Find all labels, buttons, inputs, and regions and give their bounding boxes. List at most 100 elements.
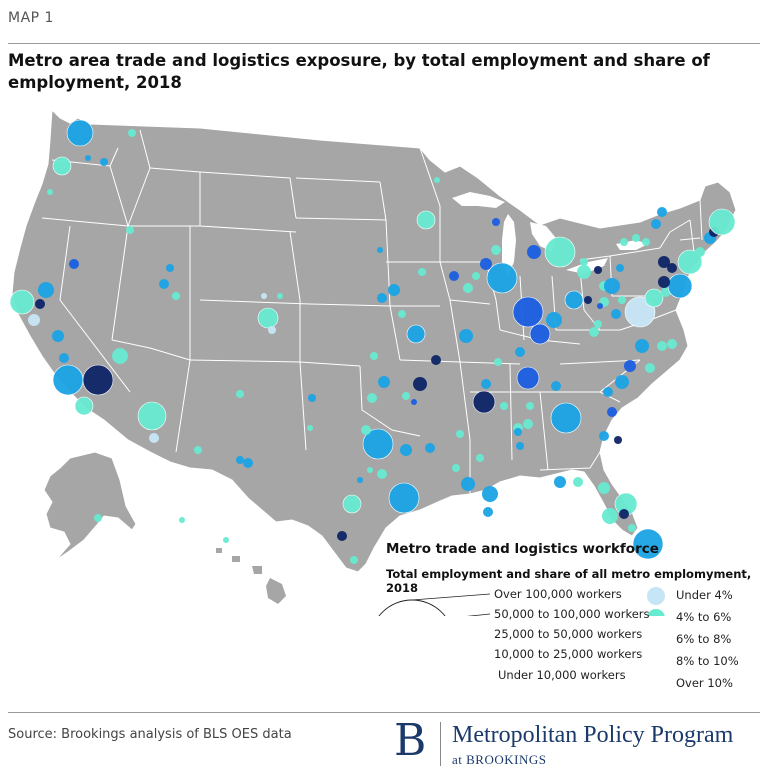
metro-bubble	[307, 425, 313, 431]
metro-bubble	[594, 320, 602, 328]
program-sub: at BROOKINGS	[452, 752, 547, 767]
metro-bubble	[452, 464, 460, 472]
metro-bubble	[82, 364, 114, 396]
metro-bubble	[47, 189, 53, 195]
metro-bubble	[616, 264, 624, 272]
metro-bubble	[514, 428, 522, 436]
metro-bubble	[624, 360, 636, 372]
metro-bubble	[515, 347, 525, 357]
metro-bubble	[236, 456, 244, 464]
metro-bubble	[677, 249, 703, 275]
metro-bubble	[194, 446, 202, 454]
metro-bubble	[461, 477, 475, 491]
metro-bubble	[367, 393, 377, 403]
metro-bubbles	[9, 119, 736, 564]
metro-bubble	[350, 556, 358, 564]
metro-bubble	[516, 442, 524, 450]
metro-bubble	[370, 352, 378, 360]
metro-bubble	[599, 431, 609, 441]
metro-bubble	[480, 258, 492, 270]
metro-bubble	[642, 238, 650, 246]
metro-bubble	[413, 377, 427, 391]
metro-bubble	[94, 514, 102, 522]
logo-divider	[440, 722, 441, 766]
legend-color-dot	[647, 609, 665, 616]
metro-bubble	[523, 419, 533, 429]
metro-bubble	[268, 326, 276, 334]
metro-bubble	[69, 259, 79, 269]
metro-bubble	[361, 425, 371, 435]
metro-bubble	[261, 293, 267, 299]
metro-bubble	[483, 507, 493, 517]
metro-bubble	[632, 528, 664, 560]
metro-bubble	[529, 323, 551, 345]
top-divider	[8, 43, 760, 44]
metro-bubble	[628, 524, 636, 532]
size-label-under-10k: Under 10,000 workers	[498, 668, 626, 682]
metro-bubble	[159, 279, 169, 289]
lake-michigan	[502, 214, 516, 276]
metro-bubble	[584, 296, 592, 304]
metro-bubble	[257, 307, 279, 329]
metro-bubble	[603, 387, 613, 397]
metro-bubble	[620, 238, 628, 246]
metro-bubble	[695, 247, 705, 257]
metro-bubble	[357, 477, 363, 483]
metro-bubble	[398, 310, 406, 318]
metro-bubble	[166, 264, 174, 272]
lake-superior	[452, 192, 505, 208]
metro-bubble	[35, 299, 45, 309]
metro-bubble	[611, 309, 621, 319]
legend-leader-line	[411, 593, 491, 601]
metro-bubble	[378, 376, 390, 388]
metro-bubble	[456, 430, 464, 438]
metro-bubble	[635, 339, 649, 353]
metro-bubble	[308, 394, 316, 402]
metro-bubble	[594, 266, 602, 274]
metro-bubble	[342, 494, 362, 514]
metro-bubble	[28, 314, 40, 326]
metro-bubble	[149, 433, 159, 443]
source-note: Source: Brookings analysis of BLS OES da…	[8, 727, 292, 742]
map-title: Metro area trade and logistics exposure,…	[8, 51, 710, 92]
legend-title: Metro trade and logistics workforce	[386, 541, 659, 557]
metro-bubble	[74, 396, 94, 416]
metro-bubble	[362, 428, 394, 460]
metro-bubble	[607, 407, 617, 417]
metro-bubble	[667, 273, 693, 299]
metro-bubble	[179, 517, 185, 523]
metro-bubble	[615, 375, 629, 389]
metro-bubble	[243, 458, 253, 468]
metro-bubble	[223, 537, 229, 543]
metro-bubble	[137, 401, 167, 431]
metro-bubble	[277, 293, 283, 299]
metro-bubble	[651, 219, 661, 229]
color-label-8-10: 8% to 10%	[676, 654, 739, 668]
metro-bubble	[459, 329, 473, 343]
metro-bubble	[377, 469, 387, 479]
brookings-logo-letter: B	[394, 715, 427, 766]
legend-size-circle	[378, 599, 446, 616]
metro-bubble	[667, 339, 677, 349]
metro-bubble	[645, 363, 655, 373]
metro-bubble	[554, 476, 566, 488]
alaska-shape	[43, 451, 137, 561]
metro-bubble	[564, 290, 584, 310]
color-label-6-8: 6% to 8%	[676, 632, 732, 646]
size-label-10k-25k: 10,000 to 25,000 workers	[494, 647, 643, 661]
metro-bubble	[492, 218, 500, 226]
metro-bubble	[526, 402, 534, 410]
metro-bubble	[476, 454, 484, 462]
metro-bubble	[644, 288, 664, 308]
metro-bubble	[472, 390, 496, 414]
metro-bubble	[486, 262, 518, 294]
metro-bubble	[100, 158, 108, 166]
metro-bubble	[236, 390, 244, 398]
metro-bubble	[500, 402, 508, 410]
metro-bubble	[481, 379, 491, 389]
program-name: Metropolitan Policy Program	[452, 722, 734, 748]
metro-bubble	[367, 467, 373, 473]
metro-bubble	[52, 364, 84, 396]
legend-leader-line	[466, 613, 491, 616]
metro-bubble	[708, 208, 736, 236]
